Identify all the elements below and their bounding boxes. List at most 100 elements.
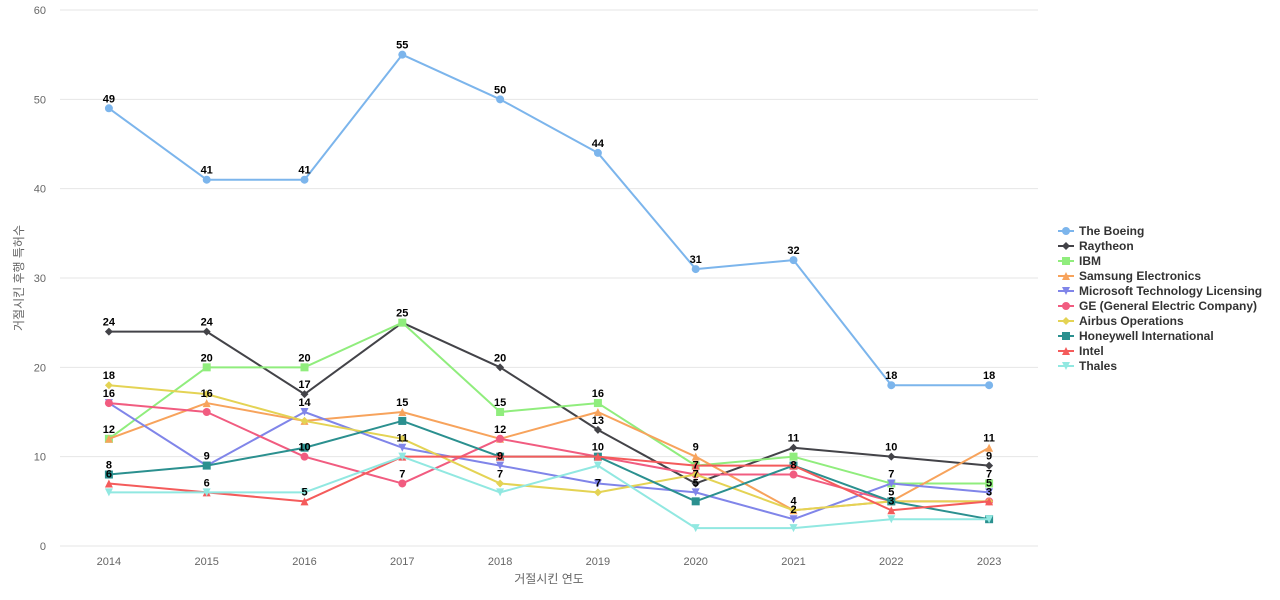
series-7 (104, 416, 994, 524)
data-label: 5 (986, 477, 992, 489)
data-label: 24 (201, 317, 214, 329)
legend-item[interactable]: Thales (1058, 359, 1117, 373)
data-point (104, 399, 113, 408)
data-label: 8 (790, 460, 796, 472)
data-label: 41 (298, 165, 310, 177)
x-tick-label: 2021 (781, 556, 805, 568)
x-axis-title: 거절시킨 연도 (514, 572, 584, 586)
data-point (104, 470, 113, 479)
x-tick-label: 2020 (683, 556, 707, 568)
data-point (985, 497, 994, 506)
x-tick-label: 2014 (97, 556, 121, 568)
data-label: 18 (885, 370, 897, 382)
legend-item[interactable]: IBM (1058, 254, 1101, 268)
data-point (202, 175, 211, 184)
data-point (300, 363, 309, 372)
data-point (104, 104, 113, 113)
legend-item[interactable]: The Boeing (1058, 224, 1144, 238)
data-point (593, 399, 602, 408)
data-label: 15 (396, 397, 408, 409)
data-label: 10 (592, 442, 604, 454)
data-label: 18 (103, 370, 115, 382)
series-line (108, 321, 990, 485)
data-point (691, 479, 700, 488)
data-label: 7 (986, 468, 992, 480)
data-label: 41 (201, 165, 213, 177)
series-line (108, 402, 990, 503)
legend-item[interactable]: Honeywell International (1058, 329, 1214, 343)
y-axis-ticks: 0 10 20 30 40 50 60 (34, 5, 46, 553)
data-label: 16 (592, 388, 604, 400)
data-label: 9 (497, 451, 503, 463)
data-point (496, 363, 505, 372)
legend-item[interactable]: Intel (1058, 344, 1104, 358)
data-point (496, 461, 505, 470)
data-point (691, 488, 700, 497)
data-label: 3 (888, 495, 894, 507)
data-point (202, 488, 211, 497)
data-point (789, 452, 798, 461)
legend-label: Airbus Operations (1079, 314, 1184, 328)
data-point (398, 416, 407, 425)
data-point (202, 461, 211, 470)
data-point (593, 479, 602, 488)
data-point (691, 452, 700, 461)
data-point (398, 479, 407, 488)
data-point (985, 461, 994, 470)
data-point (202, 363, 211, 372)
data-label: 31 (690, 254, 702, 266)
data-label: 10 (885, 442, 897, 454)
data-label: 12 (494, 424, 506, 436)
legend-item[interactable]: Airbus Operations (1058, 314, 1184, 328)
data-point (496, 95, 505, 104)
legend-label: Honeywell International (1079, 329, 1214, 343)
legend-item[interactable]: Microsoft Technology Licensing (1058, 284, 1262, 298)
data-label: 16 (201, 388, 213, 400)
data-point (300, 408, 309, 416)
x-tick-label: 2015 (194, 556, 218, 568)
data-point (398, 50, 407, 59)
legend-marker (1062, 317, 1070, 325)
data-point (496, 434, 505, 443)
legend-label: IBM (1079, 254, 1101, 268)
x-tick-label: 2018 (488, 556, 512, 568)
legend-item[interactable]: Raytheon (1058, 239, 1134, 253)
legend-marker (1062, 242, 1070, 250)
y-tick-label: 20 (34, 362, 46, 374)
data-label: 17 (298, 379, 310, 391)
x-tick-label: 2019 (586, 556, 610, 568)
data-point (398, 443, 407, 452)
data-point (985, 515, 994, 524)
data-point (104, 479, 113, 488)
data-point (202, 390, 211, 399)
data-label: 24 (103, 317, 116, 329)
data-label: 12 (103, 424, 115, 436)
data-label: 13 (592, 415, 604, 427)
data-label: 18 (983, 370, 995, 382)
data-label: 2 (790, 504, 796, 516)
data-label: 7 (595, 477, 601, 489)
legend-label: Raytheon (1079, 239, 1134, 253)
legend-item[interactable]: Samsung Electronics (1058, 269, 1201, 283)
legend-marker (1062, 302, 1070, 310)
data-point (593, 461, 602, 470)
data-point (496, 488, 505, 497)
data-point (104, 488, 113, 497)
data-point (887, 506, 896, 515)
data-point (496, 408, 505, 416)
series-line (108, 53, 990, 387)
series-line (108, 384, 990, 512)
data-point (691, 524, 700, 533)
data-label: 32 (787, 245, 799, 257)
data-label: 9 (693, 442, 699, 454)
data-point (300, 443, 309, 452)
y-tick-label: 60 (34, 5, 46, 17)
legend-marker (1062, 332, 1070, 340)
data-label: 16 (103, 388, 115, 400)
data-label: 20 (298, 352, 310, 364)
y-tick-label: 0 (40, 541, 46, 553)
legend-marker (1062, 347, 1070, 355)
legend-marker (1062, 272, 1070, 280)
legend-item[interactable]: GE (General Electric Company) (1058, 299, 1257, 313)
data-point (202, 408, 211, 416)
